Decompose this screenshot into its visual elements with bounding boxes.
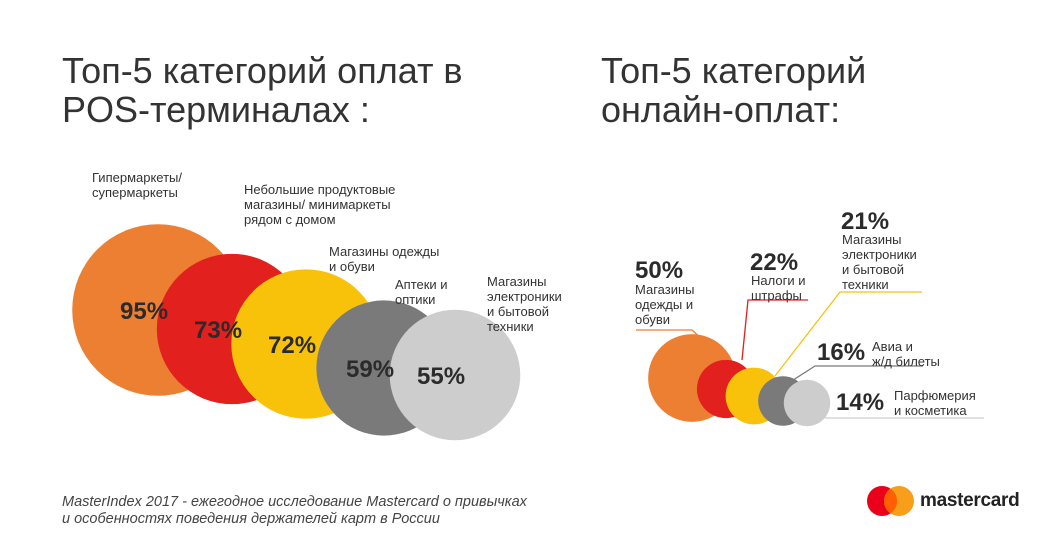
footnote-line-1: MasterIndex 2017 - ежегодное исследовани…	[62, 494, 527, 510]
online-leader-line-3	[774, 291, 922, 377]
online-leader-line-1	[636, 329, 726, 361]
pos-chart-title: Топ-5 категорий оплат в POS-терминалах :	[62, 51, 463, 129]
online-value-label-2: 22%	[750, 249, 798, 276]
mastercard-circles-icon	[867, 486, 914, 516]
online-title-line-2: онлайн-оплат:	[601, 89, 841, 130]
online-chart-title: Топ-5 категорий онлайн-оплат:	[601, 51, 866, 129]
pos-category-label-4: Аптеки и оптики	[395, 277, 448, 307]
online-category-label-2: Налоги и штрафы	[751, 273, 805, 303]
pos-title-line-2: POS-терминалах :	[62, 89, 370, 130]
online-leader-line-4	[789, 365, 923, 383]
pos-category-label-1: Гипермаркеты/супермаркеты	[92, 170, 182, 200]
online-category-label-1: Магазины одежды и обуви	[635, 282, 695, 327]
online-category-label-3: Магазины электроники и бытовой техники	[842, 232, 917, 292]
mastercard-wordmark: mastercard	[920, 490, 1020, 511]
pos-category-label-2: Небольшие продуктовые магазины/ минимарке…	[244, 182, 395, 227]
online-value-label-4: 16%	[817, 339, 865, 366]
online-category-label-5: Парфюмерия и косметика	[894, 388, 976, 418]
pos-value-label-1: 95%	[120, 298, 168, 325]
pos-value-label-3: 72%	[268, 332, 316, 359]
online-value-label-1: 50%	[635, 257, 683, 284]
pos-title-line-1: Топ-5 категорий оплат в	[62, 50, 463, 91]
online-category-label-4: Авиа и ж/д билеты	[872, 339, 940, 369]
pos-category-label-5: Магазины электроники и бытовой техники	[487, 274, 562, 334]
online-leader-line-2	[741, 299, 808, 361]
pos-bubble-5	[389, 309, 521, 441]
pos-value-label-4: 59%	[346, 356, 394, 383]
online-value-label-5: 14%	[836, 389, 884, 416]
online-value-label-3: 21%	[841, 208, 889, 235]
mastercard-logo: mastercard	[866, 484, 1036, 518]
pos-value-label-5: 55%	[417, 363, 465, 390]
footnote: MasterIndex 2017 - ежегодное исследовани…	[62, 494, 527, 528]
online-leader-line-5	[807, 411, 984, 419]
online-bubble-5	[783, 379, 831, 427]
pos-value-label-2: 73%	[194, 317, 242, 344]
pos-category-label-3: Магазины одежды и обуви	[329, 244, 439, 274]
online-title-line-1: Топ-5 категорий	[601, 50, 867, 91]
footnote-line-2: и особенностях поведения держателей карт…	[62, 511, 440, 527]
